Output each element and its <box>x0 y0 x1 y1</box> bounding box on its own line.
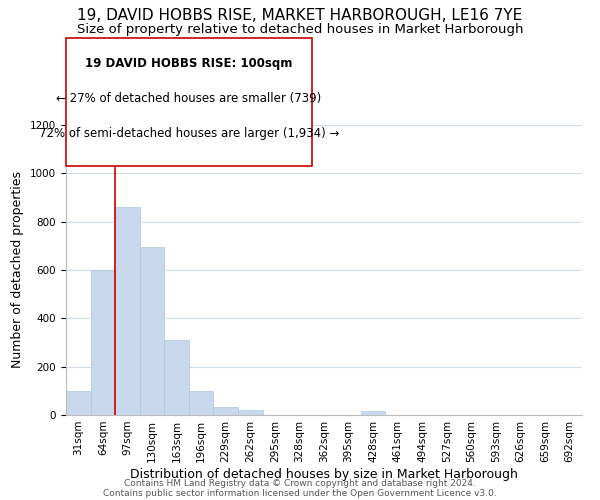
Text: ← 27% of detached houses are smaller (739): ← 27% of detached houses are smaller (73… <box>56 92 322 105</box>
X-axis label: Distribution of detached houses by size in Market Harborough: Distribution of detached houses by size … <box>130 468 518 480</box>
Bar <box>164 340 189 415</box>
Bar <box>115 207 140 415</box>
Text: 19 DAVID HOBBS RISE: 100sqm: 19 DAVID HOBBS RISE: 100sqm <box>85 56 293 70</box>
Bar <box>189 391 214 415</box>
Bar <box>214 406 238 415</box>
Bar <box>361 412 385 415</box>
Y-axis label: Number of detached properties: Number of detached properties <box>11 172 25 368</box>
Text: Contains public sector information licensed under the Open Government Licence v3: Contains public sector information licen… <box>103 488 497 498</box>
Bar <box>140 247 164 415</box>
Bar <box>66 391 91 415</box>
Text: Contains HM Land Registry data © Crown copyright and database right 2024.: Contains HM Land Registry data © Crown c… <box>124 478 476 488</box>
Text: 19, DAVID HOBBS RISE, MARKET HARBOROUGH, LE16 7YE: 19, DAVID HOBBS RISE, MARKET HARBOROUGH,… <box>77 8 523 22</box>
Text: Size of property relative to detached houses in Market Harborough: Size of property relative to detached ho… <box>77 22 523 36</box>
Bar <box>238 410 263 415</box>
Bar <box>91 270 115 415</box>
Text: 72% of semi-detached houses are larger (1,934) →: 72% of semi-detached houses are larger (… <box>38 128 339 140</box>
